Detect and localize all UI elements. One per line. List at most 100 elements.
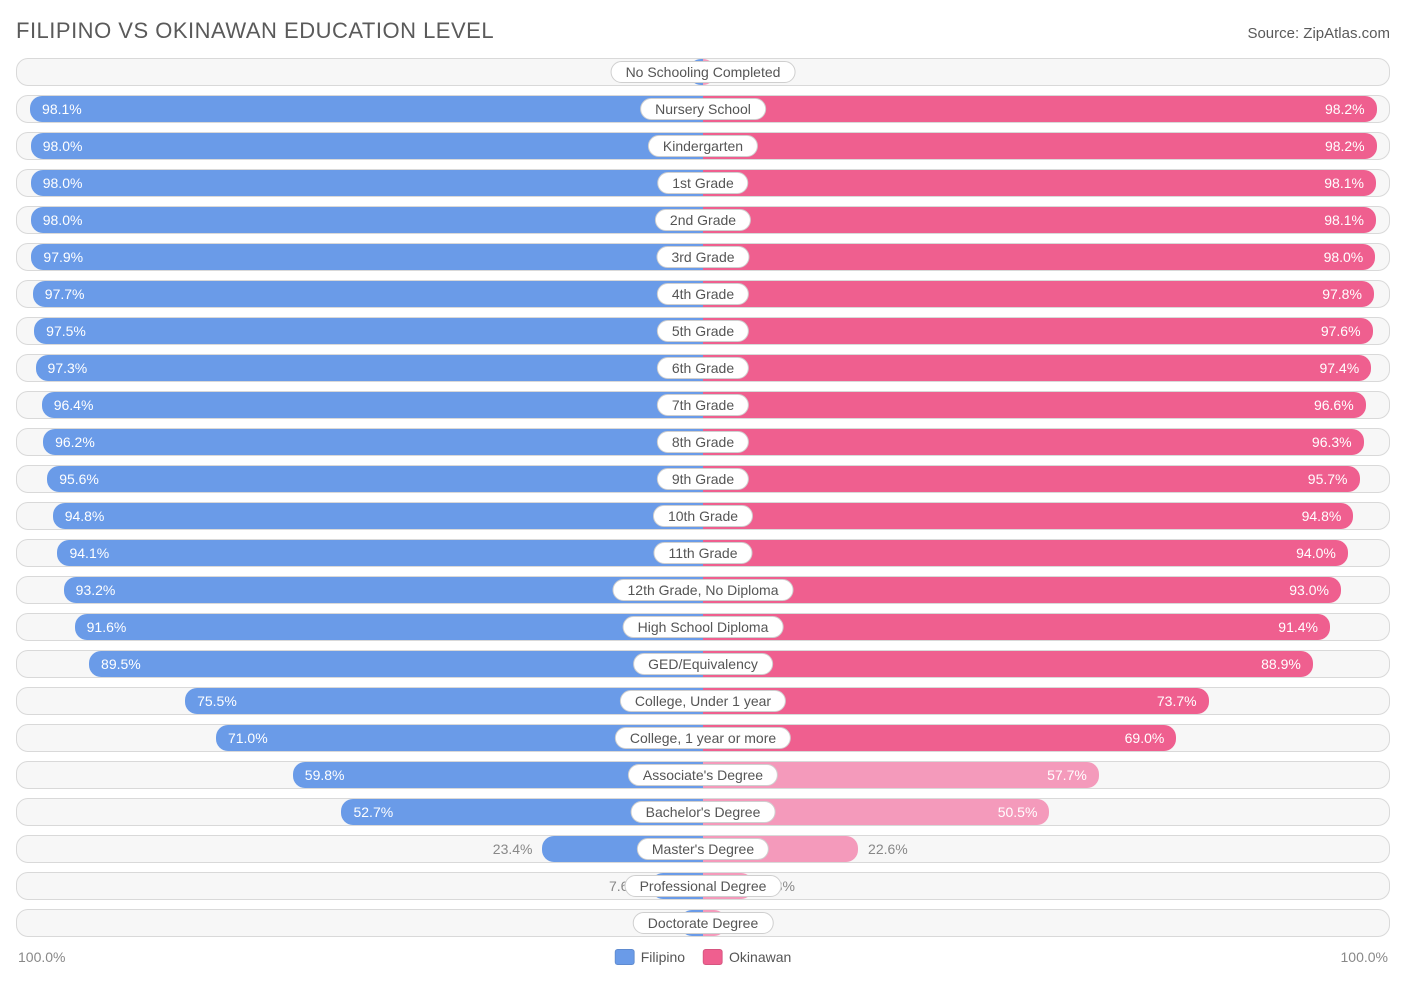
bar-value: 96.3% bbox=[1312, 434, 1352, 450]
chart-row: 23.4%22.6%Master's Degree bbox=[16, 835, 1390, 863]
chart-row: 91.6% 91.4%High School Diploma bbox=[16, 613, 1390, 641]
category-label: Professional Degree bbox=[625, 875, 782, 897]
axis-label-left: 100.0% bbox=[18, 949, 65, 965]
bar-okinawan: 97.6% bbox=[703, 318, 1373, 344]
bar-filipino: 94.8% bbox=[53, 503, 703, 529]
category-label: College, 1 year or more bbox=[615, 727, 791, 749]
bar-value: 97.6% bbox=[1321, 323, 1361, 339]
chart-row: 89.5%88.9%GED/Equivalency bbox=[16, 650, 1390, 678]
bar-okinawan: 94.0% bbox=[703, 540, 1348, 566]
bar-filipino: 98.0% bbox=[31, 207, 703, 233]
bar-value: 71.0% bbox=[228, 730, 268, 746]
bar-value: 94.8% bbox=[65, 508, 105, 524]
bar-filipino: 98.0% bbox=[31, 170, 703, 196]
category-label: 2nd Grade bbox=[655, 209, 751, 231]
bar-filipino: 97.7% bbox=[33, 281, 703, 307]
bar-value: 98.0% bbox=[43, 175, 83, 191]
bar-okinawan: 97.8% bbox=[703, 281, 1374, 307]
legend-item-filipino: Filipino bbox=[615, 949, 685, 965]
chart-row: 98.0% 98.1% 2nd Grade bbox=[16, 206, 1390, 234]
bar-value: 93.0% bbox=[1289, 582, 1329, 598]
bar-value: 59.8% bbox=[305, 767, 345, 783]
chart-row: 71.0% 69.0% College, 1 year or more bbox=[16, 724, 1390, 752]
category-label: Master's Degree bbox=[637, 838, 769, 860]
chart-row: 52.7%50.5%Bachelor's Degree bbox=[16, 798, 1390, 826]
bar-filipino: 97.3% bbox=[36, 355, 703, 381]
bar-filipino: 89.5% bbox=[89, 651, 703, 677]
bar-value: 95.7% bbox=[1308, 471, 1348, 487]
chart-footer: 100.0% Filipino Okinawan 100.0% bbox=[16, 946, 1390, 968]
bar-value: 97.4% bbox=[1319, 360, 1359, 376]
category-label: 6th Grade bbox=[657, 357, 749, 379]
bar-value: 75.5% bbox=[197, 693, 237, 709]
bar-value: 98.0% bbox=[43, 212, 83, 228]
bar-value: 91.6% bbox=[87, 619, 127, 635]
bar-value: 94.0% bbox=[1296, 545, 1336, 561]
bar-okinawan: 98.2% bbox=[703, 133, 1377, 159]
category-label: High School Diploma bbox=[623, 616, 784, 638]
bar-value: 94.8% bbox=[1302, 508, 1342, 524]
category-label: 3rd Grade bbox=[656, 246, 749, 268]
bar-filipino: 91.6% bbox=[75, 614, 703, 640]
bar-value: 52.7% bbox=[353, 804, 393, 820]
chart-title: FILIPINO VS OKINAWAN EDUCATION LEVEL bbox=[16, 18, 494, 44]
legend-label: Filipino bbox=[641, 949, 685, 965]
chart-row: 75.5%73.7%College, Under 1 year bbox=[16, 687, 1390, 715]
bar-okinawan: 91.4% bbox=[703, 614, 1330, 640]
bar-value: 98.2% bbox=[1325, 101, 1365, 117]
bar-okinawan: 94.8% bbox=[703, 503, 1353, 529]
chart-row: 95.6%95.7%9th Grade bbox=[16, 465, 1390, 493]
bar-value: 98.0% bbox=[1324, 249, 1364, 265]
category-label: College, Under 1 year bbox=[620, 690, 786, 712]
bar-okinawan: 98.0% bbox=[703, 244, 1375, 270]
category-label: 12th Grade, No Diploma bbox=[613, 579, 794, 601]
education-diverging-bar-chart: 2.0%1.8%No Schooling Completed98.1%98.2%… bbox=[16, 58, 1390, 937]
bar-okinawan: 98.2% bbox=[703, 96, 1377, 122]
bar-value: 97.8% bbox=[1322, 286, 1362, 302]
bar-value: 94.1% bbox=[69, 545, 109, 561]
bar-value: 89.5% bbox=[101, 656, 141, 672]
category-label: Associate's Degree bbox=[628, 764, 778, 786]
chart-row: 97.7% 97.8% 4th Grade bbox=[16, 280, 1390, 308]
bar-filipino: 97.9% bbox=[31, 244, 703, 270]
chart-row: 98.1%98.2%Nursery School bbox=[16, 95, 1390, 123]
bar-value: 97.7% bbox=[45, 286, 85, 302]
category-label: Doctorate Degree bbox=[633, 912, 774, 934]
bar-okinawan: 96.6% bbox=[703, 392, 1366, 418]
legend-swatch-filipino bbox=[615, 949, 635, 965]
bar-filipino: 98.0% bbox=[31, 133, 703, 159]
chart-row: 3.4%3.3%Doctorate Degree bbox=[16, 909, 1390, 937]
category-label: 10th Grade bbox=[653, 505, 753, 527]
bar-value: 69.0% bbox=[1125, 730, 1165, 746]
category-label: 4th Grade bbox=[657, 283, 749, 305]
category-label: 11th Grade bbox=[653, 542, 752, 564]
bar-filipino: 96.2% bbox=[43, 429, 703, 455]
chart-row: 2.0%1.8%No Schooling Completed bbox=[16, 58, 1390, 86]
bar-filipino: 94.1% bbox=[57, 540, 703, 566]
chart-row: 94.8% 94.8% 10th Grade bbox=[16, 502, 1390, 530]
category-label: Kindergarten bbox=[648, 135, 758, 157]
bar-value: 57.7% bbox=[1047, 767, 1087, 783]
category-label: 8th Grade bbox=[657, 431, 749, 453]
chart-row: 98.0%98.1%1st Grade bbox=[16, 169, 1390, 197]
bar-value: 96.2% bbox=[55, 434, 95, 450]
legend-item-okinawan: Okinawan bbox=[703, 949, 791, 965]
bar-okinawan: 93.0% bbox=[703, 577, 1341, 603]
bar-value: 97.9% bbox=[43, 249, 83, 265]
legend-swatch-okinawan bbox=[703, 949, 723, 965]
chart-row: 97.3% 97.4% 6th Grade bbox=[16, 354, 1390, 382]
bar-value: 98.1% bbox=[1324, 175, 1364, 191]
bar-value: 95.6% bbox=[59, 471, 99, 487]
bar-value: 98.1% bbox=[1324, 212, 1364, 228]
chart-legend: Filipino Okinawan bbox=[615, 949, 792, 965]
bar-okinawan: 98.1% bbox=[703, 207, 1376, 233]
chart-row: 97.5%97.6%5th Grade bbox=[16, 317, 1390, 345]
bar-value: 98.2% bbox=[1325, 138, 1365, 154]
chart-row: 97.9% 98.0% 3rd Grade bbox=[16, 243, 1390, 271]
category-label: GED/Equivalency bbox=[633, 653, 773, 675]
axis-label-right: 100.0% bbox=[1341, 949, 1388, 965]
chart-row: 96.4%96.6%7th Grade bbox=[16, 391, 1390, 419]
chart-header: FILIPINO VS OKINAWAN EDUCATION LEVEL Sou… bbox=[16, 18, 1390, 44]
chart-row: 96.2% 96.3% 8th Grade bbox=[16, 428, 1390, 456]
bar-filipino: 97.5% bbox=[34, 318, 703, 344]
